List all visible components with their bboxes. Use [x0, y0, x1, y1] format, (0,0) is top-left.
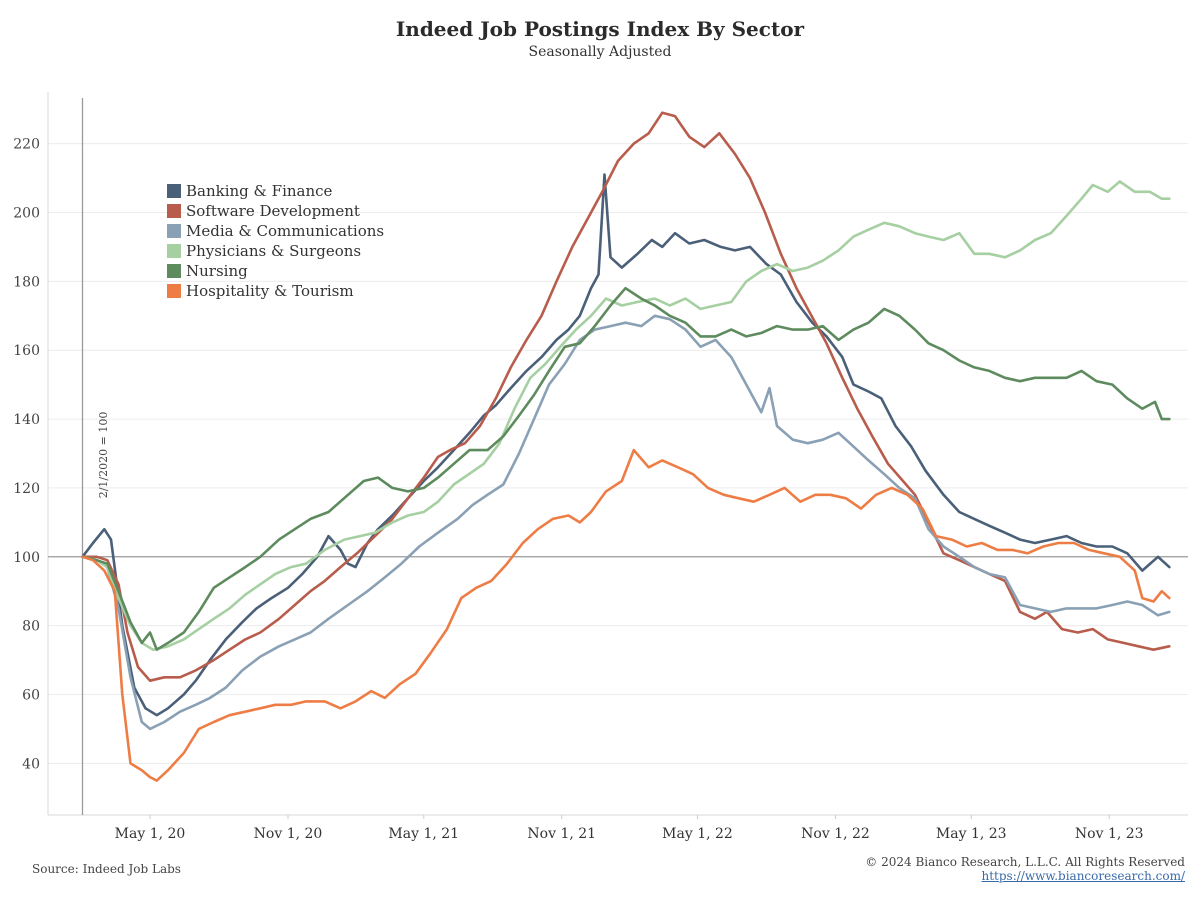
legend-label: Nursing: [186, 262, 248, 280]
x-tick-label: May 1, 23: [936, 826, 1007, 842]
y-tick-label: 140: [13, 412, 40, 428]
series-line: [81, 173, 1171, 717]
website-link[interactable]: https://www.biancoresearch.com/: [981, 869, 1185, 883]
x-tick-label: May 1, 22: [662, 826, 733, 842]
x-tick-label: May 1, 21: [388, 826, 459, 842]
x-tick-label: May 1, 20: [115, 826, 186, 842]
y-tick-label: 120: [13, 481, 40, 497]
series-line: [81, 314, 1171, 731]
y-tick-label: 40: [22, 756, 40, 772]
legend-label: Physicians & Surgeons: [186, 242, 361, 260]
x-tick-label: Nov 1, 23: [1075, 826, 1144, 842]
legend-swatch: [167, 284, 181, 298]
legend-swatch: [167, 224, 181, 238]
legend-label: Banking & Finance: [186, 182, 333, 200]
chart-subtitle: Seasonally Adjusted: [528, 44, 672, 60]
x-tick-label: Nov 1, 22: [801, 826, 870, 842]
x-tick-label: Nov 1, 20: [254, 826, 323, 842]
legend-swatch: [167, 244, 181, 258]
source-note: Source: Indeed Job Labs: [32, 862, 181, 876]
copyright-text: © 2024 Bianco Research, L.L.C. All Right…: [865, 855, 1185, 869]
x-tick-label: Nov 1, 21: [527, 826, 596, 842]
legend-swatch: [167, 184, 181, 198]
legend-swatch: [167, 264, 181, 278]
legend-label: Software Development: [186, 202, 360, 220]
y-tick-label: 220: [13, 137, 40, 153]
copyright-block: © 2024 Bianco Research, L.L.C. All Right…: [865, 855, 1185, 883]
baseline-label: 2/1/2020 = 100: [97, 412, 110, 499]
series-line: [81, 286, 1171, 651]
chart-title: Indeed Job Postings Index By Sector: [395, 17, 805, 41]
series-line: [81, 448, 1171, 782]
series-line: [81, 180, 1171, 651]
legend-label: Hospitality & Tourism: [186, 282, 354, 300]
y-tick-label: 100: [13, 550, 40, 566]
legend-swatch: [167, 204, 181, 218]
y-tick-label: 180: [13, 274, 40, 290]
y-tick-label: 200: [13, 206, 40, 222]
y-tick-label: 60: [22, 688, 40, 704]
legend-label: Media & Communications: [186, 222, 384, 240]
y-tick-label: 80: [22, 619, 40, 635]
y-tick-label: 160: [13, 343, 40, 359]
